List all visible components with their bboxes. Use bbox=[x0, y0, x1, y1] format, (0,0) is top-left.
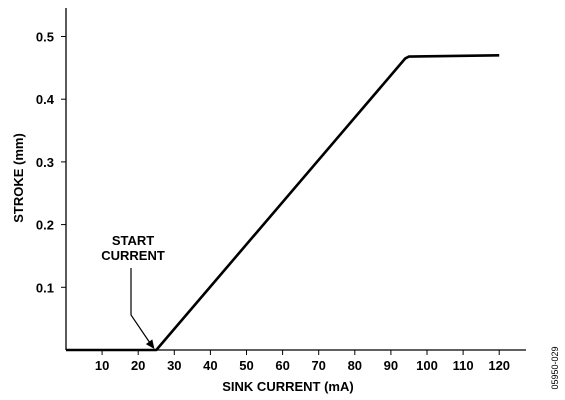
y-tick-label: 0.5 bbox=[36, 30, 54, 45]
x-tick-label: 90 bbox=[384, 358, 398, 373]
stroke-curve-1 bbox=[66, 54, 500, 352]
tick-labels: 10 20 30 40 50 60 70 80 90 100 110 120 0.1 0.2 0.3 0.4 0… bbox=[36, 30, 510, 374]
x-tick-label: 120 bbox=[488, 358, 510, 373]
series bbox=[66, 54, 500, 352]
y-tick-label: 0.1 bbox=[36, 280, 54, 295]
x-tick-label: 70 bbox=[311, 358, 325, 373]
x-tick-label: 20 bbox=[131, 358, 145, 373]
axes bbox=[65, 8, 526, 351]
x-tick-label: 10 bbox=[95, 358, 109, 373]
x-tick-label: 80 bbox=[348, 358, 362, 373]
x-tick-label: 110 bbox=[453, 358, 474, 373]
annotation-leader-line bbox=[130, 268, 151, 344]
x-tick-label: 100 bbox=[416, 358, 438, 373]
x-tick-label: 30 bbox=[167, 358, 181, 373]
annotation-label: CURRENT bbox=[101, 248, 165, 263]
x-tick-label: 40 bbox=[203, 358, 217, 373]
y-tick-label: 0.4 bbox=[36, 92, 55, 107]
ticks bbox=[61, 36, 500, 355]
y-axis-label: STROKE (mm) bbox=[11, 133, 26, 223]
annotation-arrowhead bbox=[145, 339, 155, 349]
x-tick-label: 50 bbox=[239, 358, 253, 373]
x-axis-label: SINK CURRENT (mA) bbox=[222, 379, 353, 394]
figure-id: 05950-029 bbox=[550, 346, 560, 389]
y-tick-label: 0.2 bbox=[36, 218, 54, 233]
y-tick-label: 0.3 bbox=[36, 155, 54, 170]
annotation-label: START bbox=[112, 233, 154, 248]
x-tick-label: 60 bbox=[275, 358, 289, 373]
